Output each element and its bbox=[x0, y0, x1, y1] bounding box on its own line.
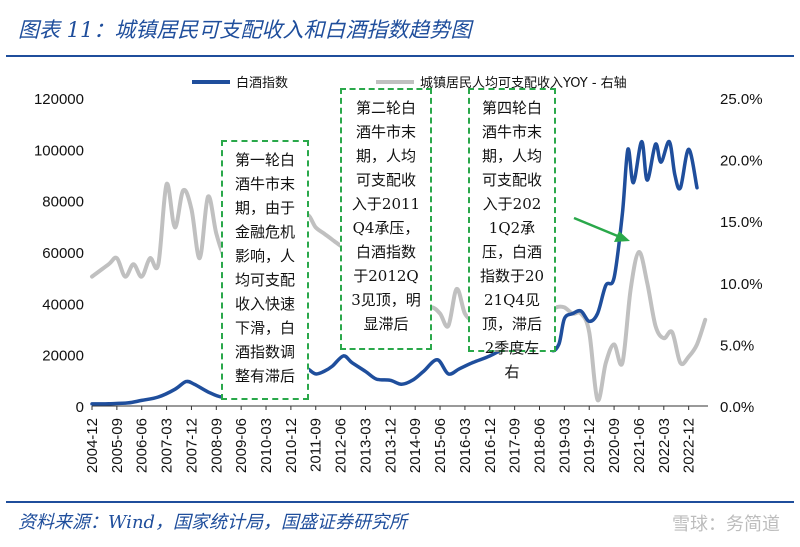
y-left-tick-label: 80000 bbox=[42, 194, 84, 211]
y-right-tick-label: 10.0% bbox=[720, 276, 763, 293]
x-tick-label: 2022-12 bbox=[681, 418, 698, 473]
x-tick-label: 2019-12 bbox=[581, 418, 598, 473]
x-tick-label: 2006-06 bbox=[134, 418, 151, 473]
legend-label-liquor-index: 白酒指数 bbox=[236, 75, 288, 91]
x-tick-label: 2010-03 bbox=[258, 418, 275, 473]
legend-label-income-yoy: 城镇居民人均可支配收入YOY - 右轴 bbox=[420, 76, 627, 91]
y-left-tick-label: 40000 bbox=[42, 296, 84, 313]
y-right-tick-label: 25.0% bbox=[720, 91, 763, 108]
x-tick-label: 2016-03 bbox=[457, 418, 474, 473]
axes: 0 20000 40000 60000 80000 100000 120000 0.0% 5.0… bbox=[34, 91, 763, 473]
annotation-box-round4: 第四轮白酒牛市末期，人均可支配收入于2021Q2承压，白酒指数于2021Q4见顶… bbox=[468, 88, 556, 381]
x-tick-label: 2013-12 bbox=[382, 418, 399, 473]
x-tick-label: 2021-06 bbox=[631, 418, 648, 473]
y-right-tick-label: 0.0% bbox=[720, 399, 754, 416]
x-tick-label: 2019-03 bbox=[556, 418, 573, 473]
y-left-tick-label: 20000 bbox=[42, 348, 84, 365]
x-tick-label: 2022-03 bbox=[656, 418, 673, 473]
x-tick-label: 2010-12 bbox=[283, 418, 300, 473]
y-right-tick-label: 5.0% bbox=[720, 337, 754, 354]
figure-title: 图表 11：城镇居民可支配收入和白酒指数趋势图 bbox=[18, 18, 472, 42]
y-left-tick-label: 60000 bbox=[42, 245, 84, 262]
annotation-box-round1: 第一轮白酒牛市末期，由于金融危机影响，人均可支配收入快速下滑，白酒指数调整有滞后 bbox=[221, 140, 309, 400]
x-tick-label: 2009-06 bbox=[233, 418, 250, 473]
title-divider bbox=[6, 55, 794, 57]
source-note: 资料来源：Wind，国家统计局，国盛证券研究所 bbox=[18, 512, 408, 533]
x-tick-label: 2008-09 bbox=[208, 418, 225, 473]
annotation-arrow bbox=[573, 216, 630, 242]
x-tick-label: 2017-09 bbox=[507, 418, 524, 473]
y-right-tick-label: 20.0% bbox=[720, 153, 763, 170]
arrow-shaft bbox=[573, 216, 621, 239]
x-tick-label: 2005-09 bbox=[109, 418, 126, 473]
legend: 白酒指数 城镇居民人均可支配收入YOY - 右轴 bbox=[192, 75, 627, 91]
x-tick-label: 2015-06 bbox=[432, 418, 449, 473]
x-tick-label: 2012-06 bbox=[333, 418, 350, 473]
footer-divider bbox=[6, 501, 794, 503]
y-left-tick-label: 100000 bbox=[34, 142, 84, 159]
x-tick-label: 2007-03 bbox=[159, 418, 176, 473]
x-tick-label: 2007-12 bbox=[183, 418, 200, 473]
watermark: 雪球：务简道 bbox=[672, 514, 780, 534]
arrow-head bbox=[614, 231, 630, 242]
annotation-box-round2: 第二轮白酒牛市末期，人均可支配收入于2011Q4承压，白酒指数于2012Q3见顶… bbox=[340, 88, 432, 350]
x-tick-label: 2016-12 bbox=[482, 418, 499, 473]
y-right-tick-label: 15.0% bbox=[720, 214, 763, 231]
x-tick-label: 2013-03 bbox=[357, 418, 374, 473]
x-tick-label: 2004-12 bbox=[84, 418, 101, 473]
x-tick-label: 2014-09 bbox=[407, 418, 424, 473]
x-tick-label: 2011-09 bbox=[308, 418, 325, 472]
x-tick-label: 2020-09 bbox=[606, 418, 623, 473]
x-tick-label: 2018-06 bbox=[531, 418, 548, 473]
y-left-tick-label: 120000 bbox=[34, 91, 84, 108]
y-left-tick-label: 0 bbox=[76, 399, 84, 416]
